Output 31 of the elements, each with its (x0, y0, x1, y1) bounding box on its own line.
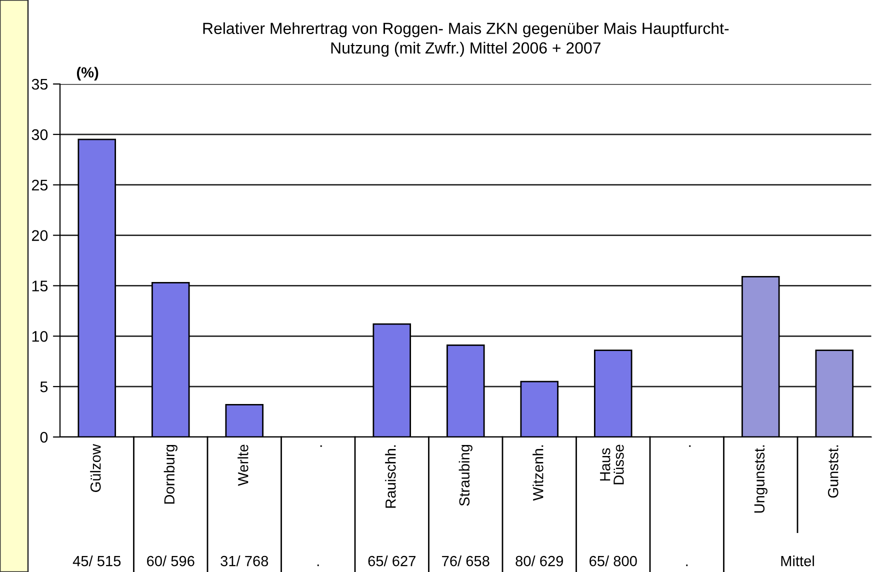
y-tick-label: 35 (32, 78, 48, 90)
y-tick-label: 5 (40, 382, 48, 392)
y-axis-title: (%) (76, 66, 98, 80)
x-tick-label: . (689, 445, 691, 447)
chart-title: Relativer Mehrertrag von Roggen- Mais ZKN gegenüber Mais Hauptfurcht- Nutzung (mit Zwfr.) Mittel 2006 + 2007 (203, 22, 729, 57)
x-tick-label: . (320, 445, 322, 447)
text: . (686, 564, 688, 566)
text: 76/ 658 (442, 556, 490, 566)
x-tick-label: Ungunstst. (754, 445, 768, 513)
text: . (317, 564, 319, 566)
x-tick-label: Werlte (238, 444, 248, 486)
text: 65/ 800 (590, 556, 637, 566)
text: 60/ 596 (147, 556, 194, 566)
y-tick-label: 15 (32, 280, 48, 292)
x-tick-label: Dornburg (164, 444, 178, 504)
text: Mittel (781, 556, 814, 566)
y-tick-label: 30 (32, 129, 48, 140)
text: 65/ 627 (368, 556, 416, 566)
x-tick-label: Gunstst. (828, 445, 838, 498)
y-tick-label: 10 (32, 331, 48, 342)
text: 45/ 515 (72, 556, 121, 566)
x-tick-label: Rauischh. (385, 445, 396, 508)
x-tick-label: Straubing (458, 444, 472, 506)
y-tick-label: 0 (40, 432, 48, 443)
text: 31/ 768 (220, 556, 268, 566)
x-tick-label: Gülzow (90, 444, 101, 492)
y-tick-label: 20 (32, 230, 48, 241)
x-tick-label: Witzenh. (532, 445, 544, 501)
y-tick-label: 25 (32, 180, 48, 191)
x-tick-label: Haus Düsse (600, 444, 624, 484)
text: 80/ 629 (516, 556, 564, 566)
